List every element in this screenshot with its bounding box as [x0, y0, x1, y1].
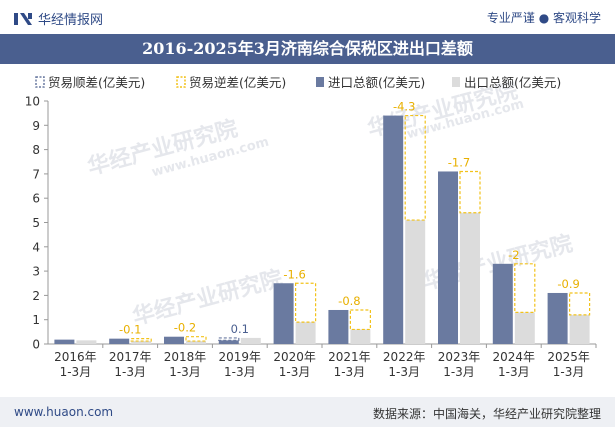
footer: www.huaon.com 数据来源：中国海关，华经产业研究院整理: [0, 397, 615, 427]
x-category-label: 1-3月: [443, 365, 475, 379]
x-category-label: 1-3月: [553, 365, 585, 379]
x-category-label: 2022年: [383, 350, 426, 364]
export-bar: [186, 341, 206, 344]
x-category-label: 1-3月: [498, 365, 530, 379]
surplus-box: [218, 337, 240, 341]
deficit-box: [185, 336, 207, 342]
import-bar: [164, 336, 184, 344]
balance-label: -4.3: [393, 100, 415, 114]
legend-swatch-surplus: [35, 76, 45, 88]
export-bar: [460, 212, 480, 344]
x-category-label: 1-3月: [224, 365, 256, 379]
import-bar: [109, 338, 130, 344]
deficit-box: [404, 114, 426, 221]
legend-label: 贸易逆差(亿美元): [189, 75, 286, 90]
export-bar: [295, 322, 316, 344]
brand-name: 华经情报网: [38, 13, 104, 28]
x-category-label: 2025年: [547, 350, 590, 364]
balance-label: -0.1: [119, 323, 141, 337]
chart: 贸易顺差(亿美元) 贸易逆差(亿美元) 进口总额(亿美元) 出口总额(亿美元) 0 1 2 3…: [25, 75, 597, 379]
top-bar: 华经情报网 专业严谨 ● 客观科学: [0, 0, 615, 34]
deficit-box: [459, 170, 481, 214]
import-bar: [383, 115, 404, 344]
x-category-label: 1-3月: [169, 365, 201, 379]
y-tick-label: 3: [32, 265, 40, 279]
balance-label: -0.8: [338, 294, 360, 308]
import-bar: [218, 340, 239, 344]
export-bar: [131, 341, 152, 344]
import-bar: [54, 339, 75, 344]
export-bar: [405, 220, 426, 344]
y-tick-label: 5: [32, 216, 40, 230]
x-category-label: 2024年: [493, 350, 536, 364]
x-category-label: 1-3月: [60, 365, 92, 379]
legend-label: 进口总额(亿美元): [328, 75, 425, 90]
x-category-label: 2019年: [219, 350, 262, 364]
import-bar: [492, 263, 513, 344]
footer-site-link[interactable]: www.huaon.com: [14, 405, 114, 419]
balance-label: -1.7: [448, 155, 470, 169]
x-category-label: 1-3月: [388, 365, 420, 379]
export-bar: [350, 329, 371, 344]
x-category-label: 2021年: [328, 350, 371, 364]
import-bar: [547, 292, 568, 344]
legend-swatch-export: [452, 77, 460, 87]
import-bar: [438, 171, 458, 344]
export-bar: [240, 337, 261, 344]
y-tick-label: 8: [32, 143, 40, 157]
x-category-label: 2017年: [109, 350, 152, 364]
legend-label: 出口总额(亿美元): [464, 75, 561, 90]
y-tick-label: 2: [32, 289, 40, 303]
slogan: 专业严谨 ● 客观科学: [486, 11, 601, 25]
y-tick-label: 0: [32, 338, 40, 352]
y-tick-label: 7: [32, 167, 40, 181]
legend-swatch-deficit: [176, 76, 186, 88]
export-bar: [514, 312, 535, 344]
y-tick-label: 10: [25, 95, 40, 109]
x-category-label: 1-3月: [279, 365, 311, 379]
chart-title: 2016-2025年3月济南综合保税区进出口差额: [142, 39, 473, 58]
balance-label: -0.2: [174, 321, 196, 335]
title-bar: 2016-2025年3月济南综合保税区进出口差额: [0, 34, 615, 64]
balance-label: 0.1: [231, 322, 249, 336]
x-category-label: 2020年: [273, 350, 316, 364]
deficit-box: [349, 309, 371, 331]
deficit-box: [130, 338, 152, 342]
y-tick-label: 6: [32, 192, 40, 206]
balance-label: -0.9: [557, 277, 579, 291]
deficit-box: [568, 292, 591, 316]
export-bar: [569, 314, 590, 344]
x-category-label: 2018年: [164, 350, 207, 364]
import-bar: [273, 283, 294, 344]
brand-logo[interactable]: 华经情报网: [14, 9, 103, 28]
x-category-label: 2023年: [438, 350, 481, 364]
balance-label: -1.6: [283, 267, 305, 281]
x-category-label: 1-3月: [114, 365, 146, 379]
y-tick-label: 4: [32, 240, 40, 254]
brand-mark-icon: [14, 12, 32, 25]
x-category-label: 1-3月: [334, 365, 366, 379]
export-bar: [76, 340, 97, 344]
y-tick-label: 9: [32, 119, 40, 133]
import-bar: [328, 309, 349, 344]
y-tick-label: 1: [32, 313, 40, 327]
x-category-label: 2016年: [54, 350, 97, 364]
deficit-box: [295, 282, 317, 323]
deficit-box: [514, 263, 536, 314]
data-source: 数据来源：中国海关，华经产业研究院整理: [372, 407, 601, 421]
legend-label: 贸易顺差(亿美元): [48, 75, 145, 90]
balance-label: -2: [508, 248, 519, 262]
legend-swatch-import: [316, 77, 324, 87]
